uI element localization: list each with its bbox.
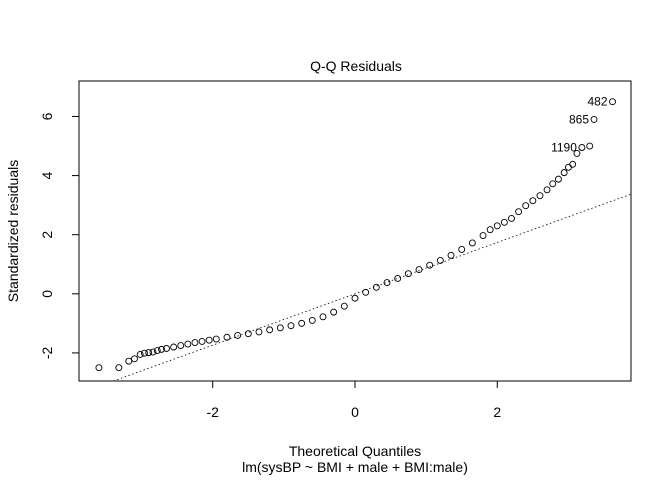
reference-line: [113, 193, 632, 382]
data-point: [564, 163, 572, 171]
data-point: [234, 332, 242, 339]
data-point: [529, 197, 537, 205]
data-point: [131, 355, 138, 363]
data-point: [500, 218, 508, 226]
data-point: [549, 180, 557, 188]
data-point: [158, 345, 165, 353]
point-label: 1190: [551, 141, 577, 155]
data-point: [543, 186, 551, 194]
point-label: 482: [587, 95, 607, 109]
data-point: [125, 357, 133, 365]
data-point: [586, 142, 594, 150]
data-point: [394, 274, 402, 282]
data-point: [330, 308, 338, 316]
data-point: [298, 319, 306, 327]
data-point: [436, 256, 444, 264]
data-point: [493, 222, 501, 230]
data-point: [447, 251, 455, 259]
y-tick-label: 4: [39, 171, 55, 179]
data-point: [554, 175, 562, 183]
data-point: [153, 347, 161, 355]
data-point: [191, 339, 199, 347]
y-tick-label: 2: [39, 231, 55, 239]
y-tick-label: 0: [39, 290, 55, 298]
data-point: [573, 149, 581, 157]
data-point: [362, 288, 370, 296]
y-tick-label: -2: [39, 346, 55, 359]
data-point: [468, 239, 476, 247]
data-point: [244, 330, 252, 338]
data-point: [319, 313, 327, 321]
data-point: [536, 192, 544, 200]
x-tick-label: 0: [351, 404, 359, 420]
data-point: [287, 322, 295, 330]
data-point: [479, 232, 487, 240]
data-point: [149, 348, 157, 356]
data-point: [609, 98, 616, 106]
data-point: [198, 337, 206, 345]
data-point: [223, 333, 231, 341]
data-point: [308, 316, 316, 324]
point-labels-group: 482 865 1190: [551, 95, 608, 155]
data-point: [383, 279, 391, 287]
x-axis: -2 0 2: [207, 380, 501, 420]
chart-title: Q-Q Residuals: [310, 58, 402, 74]
data-point: [205, 336, 213, 344]
data-point: [508, 214, 515, 222]
data-point: [140, 349, 148, 357]
data-point: [590, 115, 598, 123]
data-point: [163, 345, 170, 352]
data-point: [458, 246, 466, 253]
y-tick-label: 6: [39, 112, 55, 120]
x-axis-label: Theoretical Quantiles: [289, 443, 421, 459]
data-point: [426, 261, 434, 269]
data-point: [95, 364, 103, 372]
data-point: [486, 226, 494, 234]
data-point: [177, 342, 185, 349]
data-point: [266, 326, 274, 334]
point-label: 865: [569, 112, 589, 126]
data-point: [170, 343, 178, 351]
data-point: [404, 270, 412, 278]
plot-frame: [78, 80, 632, 382]
y-axis: -2 0 2 4 6: [39, 112, 80, 359]
data-point: [515, 208, 523, 216]
x-tick-label: -2: [207, 404, 220, 420]
data-point: [184, 340, 192, 348]
y-axis-label: Standardized residuals: [5, 160, 21, 302]
data-point: [560, 169, 568, 177]
data-point: [578, 144, 586, 151]
points-group: [95, 98, 616, 372]
data-point: [522, 202, 530, 210]
data-point: [115, 364, 123, 372]
data-point: [372, 283, 380, 291]
data-point: [569, 160, 577, 168]
data-point: [276, 324, 284, 332]
x-axis-sublabel: lm(sysBP ~ BMI + male + BMI:male): [242, 459, 468, 475]
x-tick-label: 2: [493, 404, 501, 420]
data-point: [415, 266, 423, 274]
data-point: [136, 350, 144, 358]
data-point: [340, 302, 348, 310]
data-point: [212, 335, 220, 343]
data-point: [351, 294, 359, 302]
data-point: [255, 328, 263, 336]
data-point: [145, 349, 153, 357]
